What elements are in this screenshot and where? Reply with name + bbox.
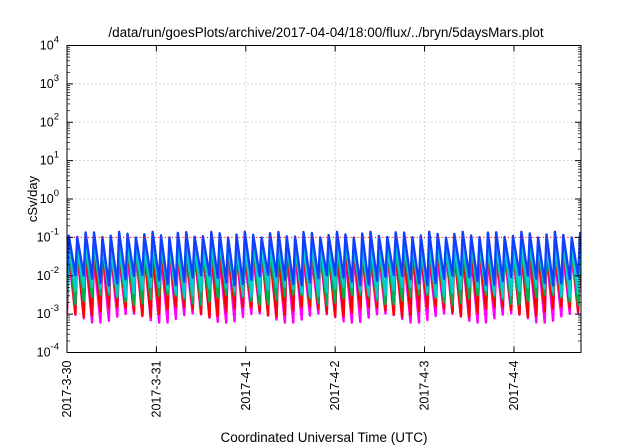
x-tick-label: 2017-4-4 — [507, 360, 521, 410]
y-tick-label: 10-3 — [37, 303, 59, 321]
y-axis-label: cSv/day — [25, 175, 40, 222]
x-tick-label: 2017-3-31 — [149, 360, 163, 417]
x-axis-label: Coordinated Universal Time (UTC) — [220, 430, 427, 445]
series-line — [67, 230, 581, 287]
y-tick-label: 10-1 — [37, 226, 59, 244]
y-tick-label: 101 — [40, 150, 59, 168]
y-tick-label: 10-2 — [37, 265, 59, 283]
y-tick-label: 104 — [40, 35, 59, 53]
x-axis: 2017-3-30 2017-3-31 2017-4-1 2017-4-2 2017-4… — [60, 45, 521, 418]
y-axis: 10-4 10-3 10-2 10-1 100 101 102 103 104 — [37, 35, 581, 360]
series-line — [67, 240, 581, 299]
series-layer — [67, 230, 581, 324]
x-tick-label: 2017-3-30 — [60, 360, 74, 417]
y-tick-label: 100 — [40, 188, 59, 206]
chart-title: /data/run/goesPlots/archive/2017-04-04/1… — [108, 25, 543, 40]
y-tick-label: 10-4 — [37, 342, 59, 360]
x-tick-label: 2017-4-3 — [418, 360, 432, 410]
y-tick-label: 102 — [40, 111, 59, 129]
x-tick-label: 2017-4-2 — [328, 360, 342, 410]
x-tick-label: 2017-4-1 — [239, 360, 253, 410]
y-tick-label: 103 — [40, 73, 59, 91]
